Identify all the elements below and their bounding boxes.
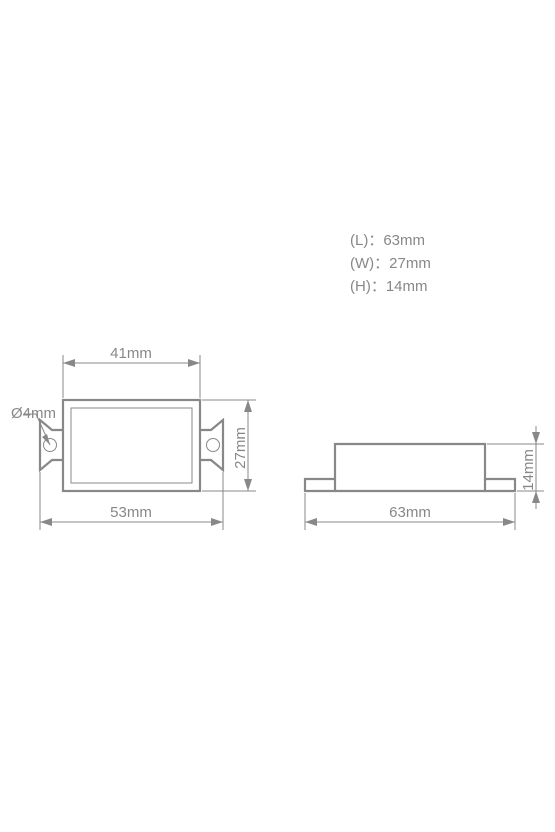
dim-27mm: 27mm — [202, 400, 256, 491]
legend-W: (W)：27mm — [350, 255, 431, 272]
dim-41mm: 41mm — [63, 345, 200, 398]
dim-hole-label: Ø4mm — [11, 405, 56, 422]
side-view: 63mm 14mm — [305, 426, 544, 530]
legend-block: (L)：63mm (W)：27mm (H)：14mm — [350, 232, 431, 295]
legend-H: (H)：14mm — [350, 278, 428, 295]
dim-53mm: 53mm — [40, 472, 223, 530]
legend-L: (L)：63mm — [350, 232, 425, 249]
top-view: 41mm 53mm 27mm — [11, 345, 256, 530]
dim-41mm-label: 41mm — [110, 345, 152, 362]
dim-63mm: 63mm — [305, 493, 515, 530]
dim-53mm-label: 53mm — [110, 504, 152, 521]
dim-14mm-label: 14mm — [520, 449, 537, 491]
dimension-drawing: (L)：63mm (W)：27mm (H)：14mm 41mm — [0, 0, 555, 832]
dim-27mm-label: 27mm — [232, 427, 249, 469]
dim-63mm-label: 63mm — [389, 504, 431, 521]
